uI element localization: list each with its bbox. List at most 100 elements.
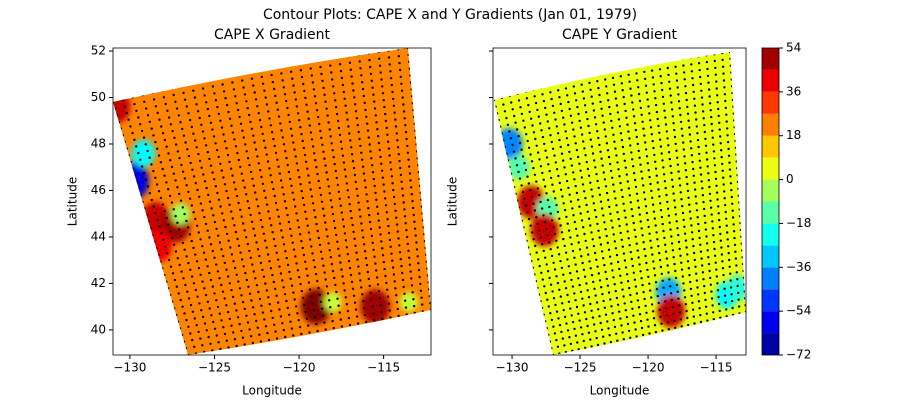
grid-point (704, 228, 708, 231)
grid-point (272, 237, 276, 241)
grid-point (555, 168, 559, 171)
grid-point (598, 143, 601, 147)
grid-point (738, 215, 742, 218)
grid-point (551, 147, 555, 150)
grid-point (571, 285, 575, 288)
grid-point (333, 92, 336, 95)
grid-point (187, 297, 191, 300)
grid-point (729, 182, 733, 185)
colorbar-band (762, 245, 779, 268)
grid-point (183, 98, 187, 101)
grid-point (249, 256, 252, 259)
grid-point (667, 73, 670, 77)
grid-point (591, 316, 595, 319)
grid-point (588, 81, 591, 85)
grid-point (540, 86, 543, 89)
grid-point (726, 140, 730, 144)
grid-point (242, 222, 245, 225)
grid-point (704, 305, 708, 308)
grid-point (667, 214, 671, 217)
grid-point (653, 217, 656, 220)
grid-point (346, 309, 350, 313)
grid-point (590, 309, 593, 312)
grid-point (357, 265, 360, 268)
grid-point (369, 72, 373, 76)
grid-point (595, 301, 599, 304)
grid-point (502, 103, 505, 106)
grid-point (386, 133, 389, 136)
grid-point (388, 154, 391, 157)
grid-point (675, 283, 679, 287)
grid-point (167, 223, 170, 226)
grid-point (206, 150, 209, 154)
grid-point (329, 64, 332, 67)
grid-point (253, 141, 256, 144)
grid-point (667, 271, 670, 274)
grid-point (732, 230, 736, 233)
grid-point (394, 209, 397, 212)
grid-point (581, 333, 584, 336)
grid-point (634, 185, 638, 189)
grid-point (355, 187, 358, 191)
grid-point (573, 327, 576, 331)
grid-point (242, 86, 245, 89)
grid-point (321, 257, 324, 260)
grid-point (398, 68, 402, 72)
figure-title: Contour Plots: CAPE X and Y Gradients (J… (263, 7, 637, 23)
grid-point (633, 278, 637, 281)
grid-point (225, 103, 229, 107)
grid-point (352, 294, 356, 297)
grid-point (230, 288, 233, 292)
grid-point (328, 249, 331, 252)
grid-point (659, 75, 662, 78)
grid-point (169, 293, 172, 297)
grid-point (704, 221, 707, 224)
grid-point (259, 68, 262, 72)
grid-point (554, 118, 557, 121)
grid-point (656, 238, 659, 241)
grid-point (607, 155, 611, 159)
grid-point (262, 275, 266, 278)
grid-point (139, 158, 142, 161)
grid-point (723, 86, 726, 89)
grid-point (564, 173, 567, 176)
grid-point (192, 89, 195, 92)
grid-point (261, 132, 264, 136)
grid-point (131, 131, 134, 135)
grid-point (587, 253, 590, 256)
grid-point (647, 325, 650, 328)
grid-point (397, 314, 400, 318)
grid-point (707, 88, 711, 91)
grid-point (238, 322, 241, 326)
grid-point (710, 290, 713, 293)
grid-point (730, 71, 733, 74)
grid-point (552, 190, 555, 193)
grid-point (271, 316, 274, 320)
y-tick-label: 44 (91, 229, 106, 243)
grid-point (199, 337, 202, 340)
grid-point (727, 154, 731, 157)
grid-point (283, 293, 287, 296)
grid-point (728, 168, 732, 171)
grid-point (606, 320, 609, 323)
grid-point (705, 54, 708, 57)
grid-point (542, 249, 545, 253)
grid-point (578, 283, 581, 287)
grid-point (629, 250, 632, 254)
grid-point (708, 102, 712, 105)
grid-point (336, 240, 339, 243)
grid-point (544, 256, 547, 259)
grid-point (249, 120, 252, 124)
grid-point (360, 286, 363, 289)
grid-point (222, 326, 225, 329)
grid-point (249, 70, 252, 74)
grid-point (339, 318, 342, 321)
grid-point (729, 272, 732, 275)
grid-point (717, 205, 720, 208)
grid-point (181, 170, 185, 173)
grid-point (282, 286, 285, 289)
grid-point (291, 191, 294, 194)
grid-point (633, 321, 636, 324)
grid-point (227, 346, 230, 349)
grid-point (140, 129, 144, 133)
